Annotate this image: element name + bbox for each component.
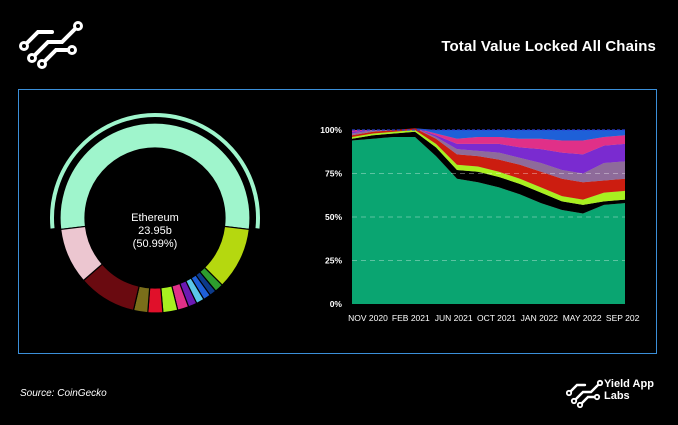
donut-center-name: Ethereum xyxy=(131,212,179,224)
area-series-1 xyxy=(352,131,625,214)
page-title: Total Value Locked All Chains xyxy=(441,38,656,55)
x-tick-label: SEP 2022 xyxy=(606,313,640,323)
area-series-0 xyxy=(352,136,625,304)
donut-slice-ethereum xyxy=(59,122,251,231)
area-series-2 xyxy=(352,130,625,205)
brand-logo-icon xyxy=(566,379,604,409)
brand-name: Yield App Labs xyxy=(604,378,654,402)
yield-app-logo-icon xyxy=(19,21,83,69)
y-tick-label: 25% xyxy=(325,256,342,266)
area-series-7 xyxy=(352,128,625,141)
y-tick-label: 0% xyxy=(330,299,343,309)
stacked-area-chart: 0% 25% 50% 75% 100% NOV 2020 FEB 2021 JUN 2021 O… xyxy=(320,125,640,323)
donut-center-pct: (50.99%) xyxy=(132,238,178,250)
area-series-6 xyxy=(352,128,625,155)
donut-highlight-arc xyxy=(50,113,260,229)
donut-chart xyxy=(50,113,260,314)
area-series-5 xyxy=(352,128,625,174)
area-series-3 xyxy=(352,128,625,200)
x-tick-label: MAY 2022 xyxy=(563,313,602,323)
y-tick-label: 100% xyxy=(320,125,342,135)
x-tick-label: OCT 2021 xyxy=(477,313,516,323)
donut-slice xyxy=(147,287,164,314)
source-note: Source: CoinGecko xyxy=(20,388,107,399)
brand-line1: Yield App xyxy=(604,378,654,390)
y-tick-label: 50% xyxy=(325,212,342,222)
y-tick-label: 75% xyxy=(325,169,342,179)
donut-slice xyxy=(60,225,104,282)
donut-center-label: Ethereum 23.95b (50.99%) xyxy=(105,212,205,251)
brand-line2: Labs xyxy=(604,390,630,402)
area-series-4 xyxy=(352,128,625,183)
x-tick-label: JUN 2021 xyxy=(435,313,473,323)
x-tick-label: FEB 2021 xyxy=(392,313,430,323)
chart-frame xyxy=(18,89,657,354)
x-tick-label: JAN 2022 xyxy=(521,313,559,323)
x-tick-label: NOV 2020 xyxy=(348,313,388,323)
donut-center-value: 23.95b xyxy=(138,225,172,237)
